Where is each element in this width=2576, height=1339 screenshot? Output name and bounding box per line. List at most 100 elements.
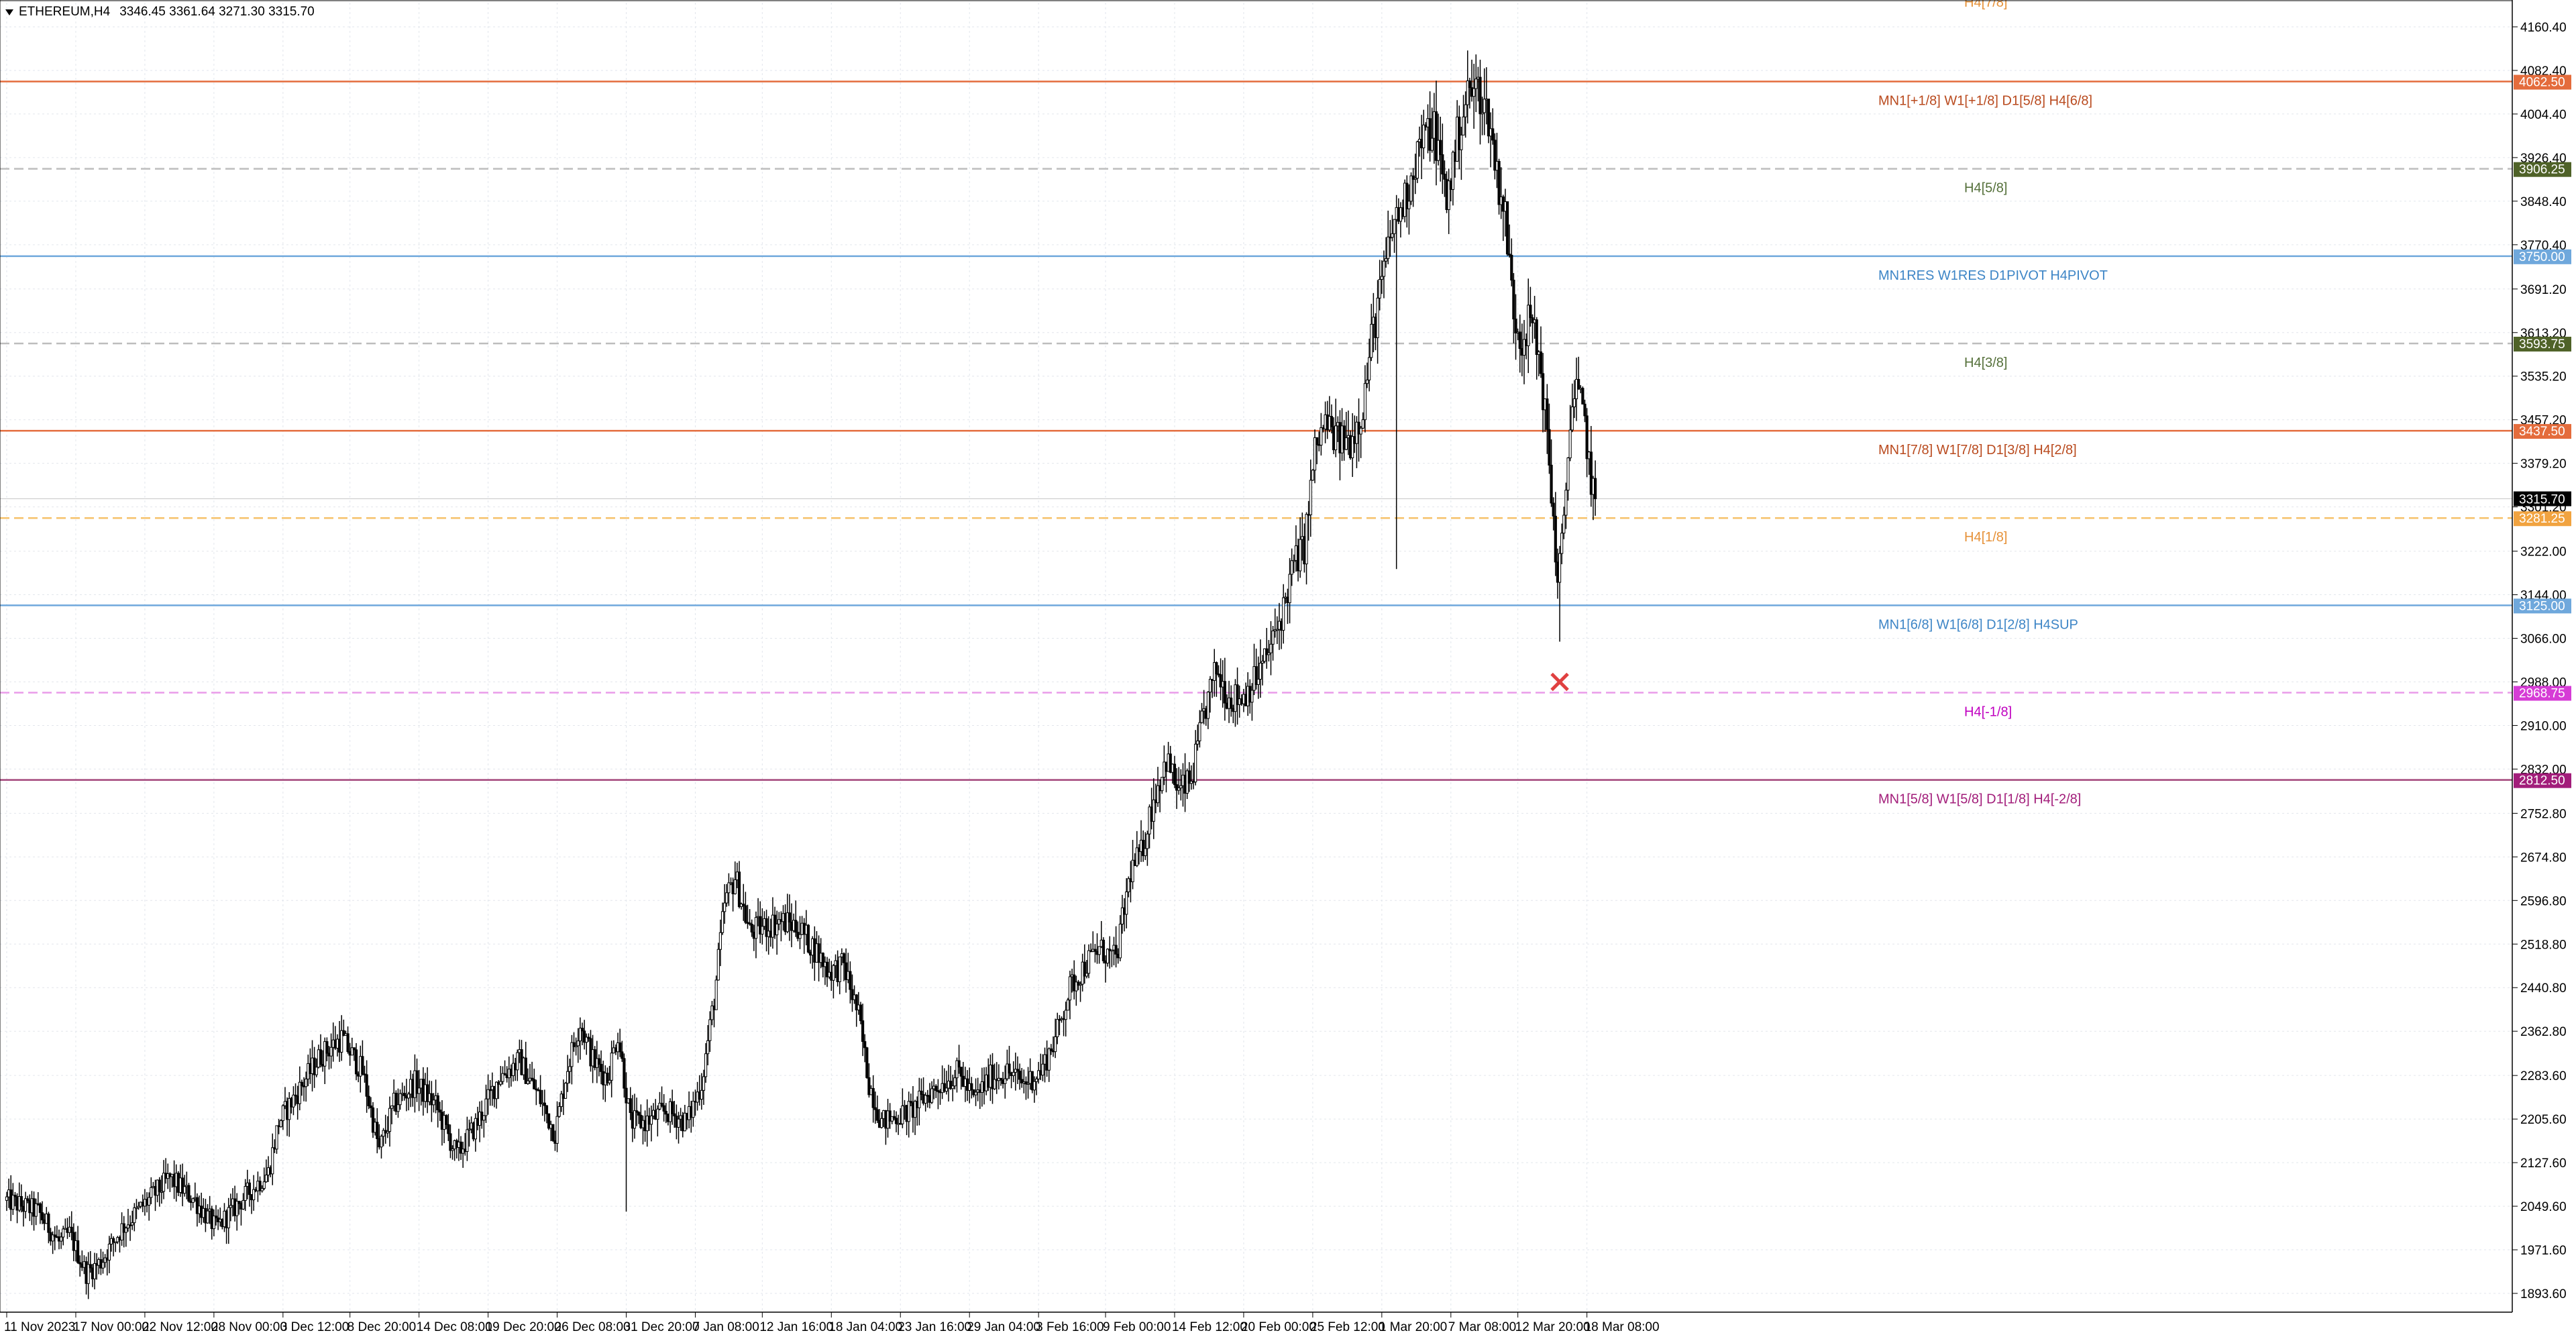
candle[interactable]	[40, 1201, 44, 1224]
candle[interactable]	[1441, 123, 1444, 195]
candle[interactable]	[683, 1104, 686, 1132]
candle[interactable]	[1018, 1063, 1022, 1090]
candle[interactable]	[744, 892, 747, 924]
candle[interactable]	[313, 1047, 316, 1088]
candle[interactable]	[606, 1067, 609, 1086]
candle[interactable]	[1041, 1054, 1044, 1081]
candle[interactable]	[1529, 286, 1532, 327]
candle[interactable]	[235, 1193, 239, 1231]
candle[interactable]	[1393, 219, 1396, 253]
candle[interactable]	[158, 1177, 161, 1207]
candle[interactable]	[484, 1084, 488, 1123]
candle[interactable]	[1196, 725, 1199, 751]
candle[interactable]	[656, 1105, 659, 1137]
candle[interactable]	[19, 1184, 23, 1213]
candle[interactable]	[148, 1192, 151, 1221]
candle[interactable]	[1487, 99, 1491, 144]
candle[interactable]	[340, 1015, 343, 1061]
candle[interactable]	[380, 1134, 383, 1159]
candle[interactable]	[673, 1101, 676, 1128]
candle[interactable]	[907, 1091, 910, 1138]
candle[interactable]	[47, 1212, 50, 1244]
candle[interactable]	[1568, 405, 1572, 462]
candle[interactable]	[87, 1252, 90, 1299]
candle[interactable]	[1527, 278, 1530, 374]
candle[interactable]	[700, 1073, 703, 1110]
candle[interactable]	[1114, 926, 1118, 968]
candle[interactable]	[1068, 970, 1072, 1020]
candle[interactable]	[315, 1058, 318, 1077]
candle[interactable]	[1447, 168, 1450, 234]
candle[interactable]	[585, 1033, 588, 1055]
candle[interactable]	[350, 1037, 354, 1056]
candle[interactable]	[1219, 658, 1222, 700]
candle[interactable]	[880, 1112, 883, 1129]
candle[interactable]	[999, 1077, 1003, 1086]
candle[interactable]	[949, 1065, 953, 1090]
candle[interactable]	[913, 1100, 917, 1135]
candle[interactable]	[1282, 584, 1285, 644]
candle[interactable]	[918, 1077, 921, 1126]
candle[interactable]	[1316, 437, 1319, 464]
candle[interactable]	[1512, 273, 1515, 343]
candle[interactable]	[1430, 107, 1434, 153]
candle[interactable]	[920, 1078, 923, 1101]
candle[interactable]	[1434, 81, 1438, 186]
candle[interactable]	[993, 1063, 996, 1090]
candle[interactable]	[300, 1079, 304, 1096]
candle[interactable]	[137, 1201, 140, 1210]
candle[interactable]	[1049, 1044, 1053, 1055]
candle[interactable]	[1118, 915, 1122, 961]
candle[interactable]	[1344, 411, 1348, 451]
candle[interactable]	[398, 1089, 402, 1110]
candle[interactable]	[352, 1047, 356, 1061]
candle[interactable]	[865, 1047, 869, 1079]
candle[interactable]	[861, 1004, 865, 1057]
candle[interactable]	[13, 1191, 17, 1207]
candle[interactable]	[1566, 457, 1570, 501]
candle[interactable]	[447, 1114, 450, 1141]
candle[interactable]	[1387, 210, 1390, 264]
candle[interactable]	[943, 1068, 946, 1093]
candle[interactable]	[1581, 386, 1585, 405]
candle[interactable]	[402, 1085, 406, 1101]
candle[interactable]	[329, 1033, 333, 1069]
candle[interactable]	[319, 1034, 323, 1068]
candle[interactable]	[1359, 425, 1362, 458]
candle[interactable]	[1093, 944, 1097, 963]
candle[interactable]	[754, 911, 758, 959]
candle[interactable]	[710, 1001, 714, 1026]
candle[interactable]	[89, 1250, 92, 1273]
candle[interactable]	[1012, 1061, 1015, 1083]
candle[interactable]	[1250, 683, 1254, 721]
candle[interactable]	[1458, 105, 1461, 170]
candle[interactable]	[1493, 133, 1497, 180]
candle[interactable]	[1075, 975, 1078, 1006]
candle[interactable]	[124, 1226, 127, 1247]
candle[interactable]	[135, 1199, 138, 1220]
candle[interactable]	[1047, 1047, 1051, 1082]
candle[interactable]	[396, 1088, 400, 1118]
candle[interactable]	[432, 1093, 435, 1113]
candle[interactable]	[1589, 426, 1593, 507]
candle[interactable]	[1585, 408, 1589, 478]
candle[interactable]	[1034, 1076, 1038, 1095]
candle[interactable]	[727, 873, 731, 906]
candle[interactable]	[849, 961, 852, 1004]
candle[interactable]	[1215, 661, 1218, 697]
candle[interactable]	[417, 1070, 421, 1112]
candle[interactable]	[568, 1059, 572, 1083]
candle[interactable]	[499, 1065, 502, 1087]
candle[interactable]	[388, 1096, 392, 1147]
candle[interactable]	[1026, 1067, 1030, 1099]
candle[interactable]	[1330, 404, 1334, 434]
candle[interactable]	[1368, 338, 1371, 392]
candle[interactable]	[264, 1159, 268, 1183]
candle[interactable]	[759, 901, 762, 944]
candle[interactable]	[543, 1089, 546, 1122]
candle[interactable]	[1497, 158, 1501, 215]
candle[interactable]	[957, 1045, 961, 1074]
candle[interactable]	[482, 1115, 486, 1138]
candle[interactable]	[580, 1022, 584, 1046]
candle[interactable]	[660, 1086, 663, 1108]
